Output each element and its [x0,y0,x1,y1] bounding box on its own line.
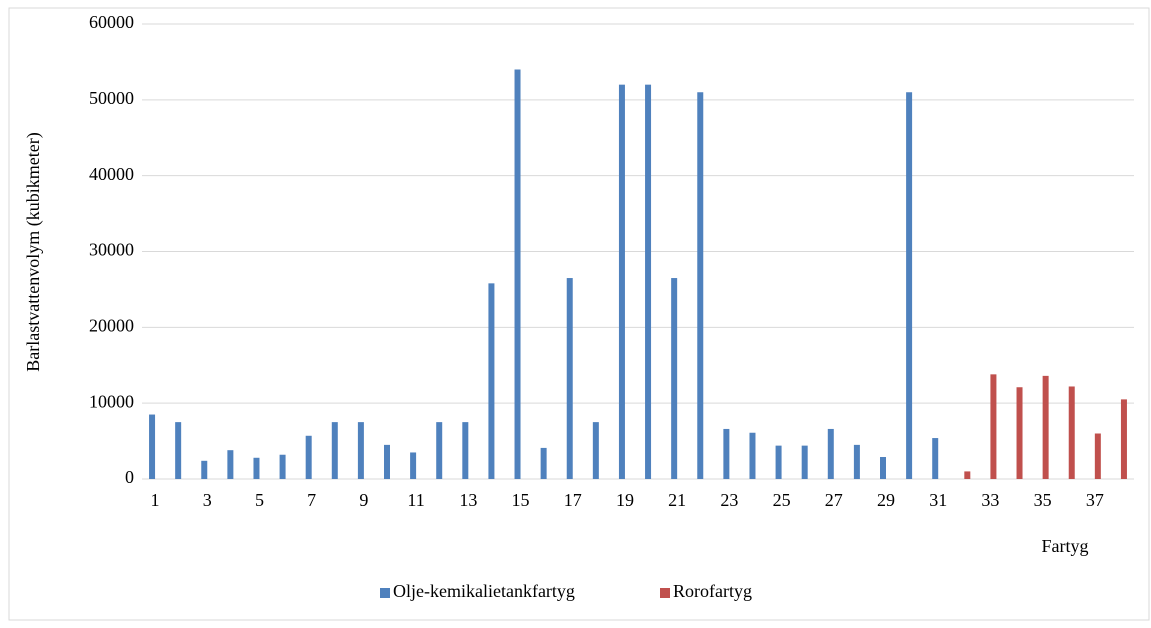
bar [436,422,443,479]
x-tick-label: 19 [616,490,634,510]
bar [331,422,338,479]
bar [1094,433,1101,479]
y-tick-label: 60000 [89,12,134,32]
legend-label: Rorofartyg [673,581,752,601]
bar [305,435,312,479]
x-tick-label: 13 [459,490,477,510]
x-tick-label: 9 [359,490,368,510]
bar [697,92,704,479]
legend-swatch [660,588,670,598]
bar [514,69,521,479]
bar [723,428,730,479]
bar [749,432,756,479]
bar [645,84,652,480]
y-tick-label: 50000 [89,88,134,108]
bar [1016,387,1023,479]
x-tick-label: 23 [720,490,738,510]
bar [618,84,625,480]
x-tick-label: 31 [929,490,947,510]
y-tick-label: 10000 [89,391,134,411]
bar [384,444,390,479]
bar [964,471,971,479]
bar [1068,386,1075,479]
x-tick-label: 15 [512,490,530,510]
bar [671,278,678,479]
x-tick-label: 1 [151,490,160,510]
x-tick-label: 21 [668,490,686,510]
bar [990,374,997,479]
legend-label: Olje-kemikalietankfartyg [393,581,575,601]
bar [357,422,364,479]
x-tick-label: 17 [564,490,582,510]
x-axis-title: Fartyg [1042,536,1089,556]
bar [410,452,417,479]
x-tick-label: 5 [255,490,264,510]
bar [1042,375,1049,479]
bar [149,414,156,479]
bar [932,438,939,479]
x-tick-label: 7 [307,490,316,510]
bar [827,428,834,479]
chart-frame [8,7,1150,621]
bar [775,445,782,479]
bar [566,278,573,479]
bar [540,447,547,479]
bar [906,92,913,479]
bar [227,450,234,479]
x-tick-label: 3 [203,490,212,510]
bar [880,457,886,479]
y-tick-label: 20000 [89,315,134,335]
y-tick-label: 40000 [89,164,134,184]
bar [592,422,599,479]
y-tick-label: 30000 [89,240,134,260]
bar [801,445,808,479]
x-tick-label: 29 [877,490,895,510]
y-tick-label: 0 [125,467,134,487]
bar [1120,399,1127,479]
bar [175,422,182,479]
x-tick-label: 37 [1086,490,1104,510]
bar [462,422,469,479]
legend-swatch [380,588,390,598]
x-tick-label: 35 [1034,490,1052,510]
bar [201,460,208,479]
x-tick-label: 11 [407,490,424,510]
x-tick-label: 33 [981,490,999,510]
y-axis-title: Barlastvattenvolym (kubikmeter) [23,132,44,371]
bar [488,283,495,479]
x-tick-label: 25 [773,490,791,510]
bar [253,457,260,479]
x-tick-label: 27 [825,490,843,510]
bar [279,454,286,479]
bar [853,444,860,479]
